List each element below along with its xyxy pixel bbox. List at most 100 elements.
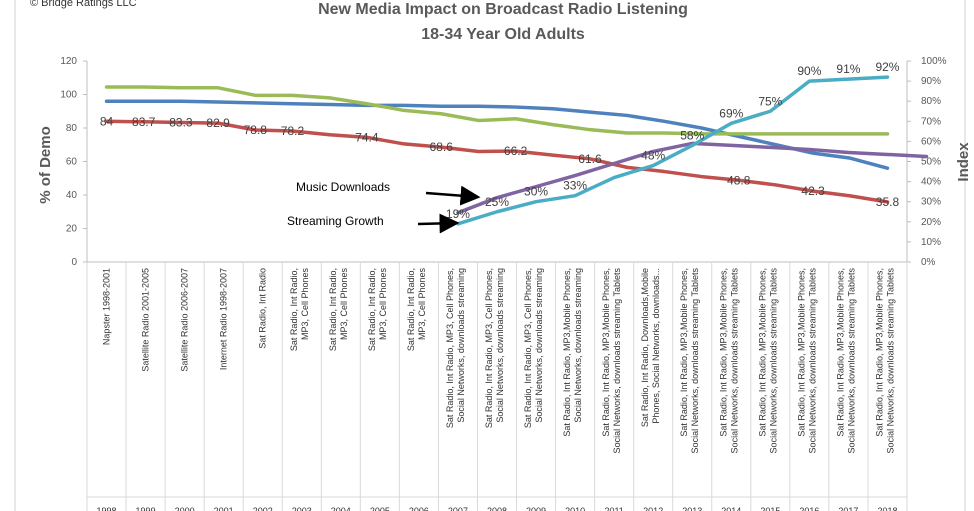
- data-label: 69%: [719, 106, 743, 120]
- data-label: 30%: [524, 185, 548, 199]
- data-labels: 84 83.7 83.3 82.9 78.8 78.2 74.4 68.6 66.2 61.6 48…: [100, 60, 900, 221]
- left-border: [14, 0, 16, 511]
- year-label: 2001: [214, 506, 234, 511]
- year-label: 2006: [409, 506, 429, 511]
- y-tick-label: 0: [71, 257, 77, 268]
- year-label: 2010: [565, 506, 585, 511]
- data-label: 48.8: [727, 173, 751, 187]
- data-label: 66.2: [504, 144, 528, 158]
- year-label: 1999: [136, 506, 156, 511]
- x-category-label: MP3, Cell Phones: [378, 268, 388, 341]
- x-category-label: Satellite Radio 2006-2007: [180, 268, 190, 372]
- x-category-label: Social Networks, downloads streaming: [573, 268, 583, 423]
- x-category-label: Sat Radio, Int Radio, MP3,Mobile Phones,: [562, 268, 572, 437]
- y2-tick-label: 50%: [921, 157, 941, 168]
- year-label: 2000: [175, 506, 195, 511]
- series-lines: [104, 75, 929, 226]
- x-category-label: Sat Radio, Int Radio: [258, 268, 268, 349]
- year-label: 2011: [604, 506, 623, 511]
- y2-tick-label: 10%: [921, 237, 941, 248]
- year-label: 2005: [370, 506, 390, 511]
- annotations: Music Downloads Streaming Growth: [287, 180, 481, 234]
- year-label: 2007: [448, 506, 468, 511]
- year-label: 2008: [487, 506, 507, 511]
- copyright-notice: © Bridge Ratings LLC: [30, 0, 137, 9]
- x-category-label: Social Networks, downloads streaming Tab…: [807, 268, 817, 454]
- series-line: [104, 85, 890, 136]
- x-category-label: Sat Radio, Int Radio, MP3, Cell Phones,: [484, 268, 494, 428]
- year-label: 2012: [643, 506, 663, 511]
- y2-tick-label: 100%: [921, 56, 947, 67]
- x-category-label: Sat Radio, Int Radio, MP3,Mobile Phones,: [718, 268, 728, 437]
- data-label: 75%: [758, 94, 782, 108]
- data-label: 84: [100, 114, 114, 128]
- x-category-label: Napster 1998-2001: [102, 268, 112, 345]
- year-label: 2004: [331, 506, 351, 511]
- x-category-label: Sat Radio, Int Radio,: [367, 268, 377, 351]
- x-category-label: Sat Radio, Int Radio,: [328, 268, 338, 351]
- y2-tick-label: 80%: [921, 96, 941, 107]
- data-label: 35.8: [876, 195, 900, 209]
- year-label: 2017: [838, 506, 858, 511]
- x-category-label: Internet Radio 1998-2007: [219, 268, 229, 370]
- y-tick-label: 40: [66, 190, 78, 201]
- y-tick-label: 60: [66, 157, 78, 168]
- x-category-label: Social Networks, downloads streaming: [495, 268, 505, 423]
- x-category-label: Social Networks, downloads streaming Tab…: [690, 268, 700, 454]
- x-category-label: Sat Radio, Int Radio, MP3,Mobile Phones,: [601, 268, 611, 437]
- x-category-label: Social Networks, downloads streaming Tab…: [612, 268, 622, 454]
- annotation-label: Music Downloads: [296, 180, 390, 194]
- data-label: 68.6: [430, 140, 454, 154]
- data-label: 19%: [446, 207, 470, 221]
- x-category-label: MP3, Cell Phones: [339, 268, 349, 341]
- data-label: 91%: [836, 62, 860, 76]
- y2-tick-label: 20%: [921, 217, 941, 228]
- x-category-label: Sat Radio, Int Radio, MP3,Mobile Phones,: [874, 268, 884, 437]
- x-category-label: Social Networks, downloads streaming Tab…: [768, 268, 778, 454]
- data-label: 33%: [563, 179, 587, 193]
- x-category-label: Satellite Radio 2001-2005: [141, 268, 151, 372]
- chart-title: New Media Impact on Broadcast Radio List…: [318, 1, 688, 18]
- year-label: 2009: [526, 506, 546, 511]
- data-label: 92%: [875, 60, 899, 74]
- data-label: 58%: [680, 128, 704, 142]
- year-label: 2003: [292, 506, 312, 511]
- data-label: 25%: [485, 195, 509, 209]
- y2-tick-label: 0%: [921, 257, 936, 268]
- y-tick-label: 80: [66, 123, 78, 134]
- x-category-label: Social Networks, downloads streaming: [534, 268, 544, 423]
- data-label: 78.2: [281, 124, 305, 138]
- x-category-label: Sat Radio, Int Radio, MP3,Mobile Phones,: [796, 268, 806, 437]
- y2-tick-label: 40%: [921, 177, 941, 188]
- chart-subtitle: 18-34 Year Old Adults: [421, 26, 585, 43]
- y2-tick-label: 30%: [921, 197, 941, 208]
- x-category-label: Sat Radio, Int Radio, MP3, Cell Phones,: [523, 268, 533, 428]
- x-category-label: Social Networks, downloads streaming Tab…: [846, 268, 856, 454]
- x-category-label: Sat Radio, Int Radio, MP3,Mobile Phones,: [835, 268, 845, 437]
- x-category-label: Sat Radio, Int Radio, MP3,Mobile Phones,: [679, 268, 689, 437]
- data-label: 83.7: [132, 115, 156, 129]
- x-category-label: Sat Radio, Int Radio, MP3, Cell Phones,: [445, 268, 455, 428]
- x-category-label: Phones, Social Networks, downloads...: [651, 268, 661, 424]
- x-category-label: Social Networks, downloads streaming: [456, 268, 466, 423]
- year-label: 2018: [877, 506, 897, 511]
- right-border: [964, 0, 966, 511]
- data-label: 78.8: [244, 123, 268, 137]
- series-line: [456, 75, 890, 226]
- annotation-arrow: [425, 185, 481, 206]
- data-label: 42.3: [801, 184, 825, 198]
- y-tick-label: 100: [60, 90, 77, 101]
- data-label: 90%: [797, 64, 821, 78]
- year-label: 2002: [253, 506, 273, 511]
- series-line: [104, 119, 890, 204]
- year-label: 2016: [799, 506, 819, 511]
- annotation-label: Streaming Growth: [287, 214, 384, 228]
- data-label: 74.4: [355, 130, 379, 144]
- year-label: 2015: [760, 506, 780, 511]
- year-label: 2013: [682, 506, 702, 511]
- x-category-label: Sat Radio, Int Radio,: [289, 268, 299, 351]
- data-label: 61.6: [578, 152, 602, 166]
- x-category-label: Social Networks, downloads streaming Tab…: [729, 268, 739, 454]
- axes: 0 20 40 60 80 100 120 0% 10% 20% 30% 40% 50% 60% 70% 80…: [60, 56, 947, 511]
